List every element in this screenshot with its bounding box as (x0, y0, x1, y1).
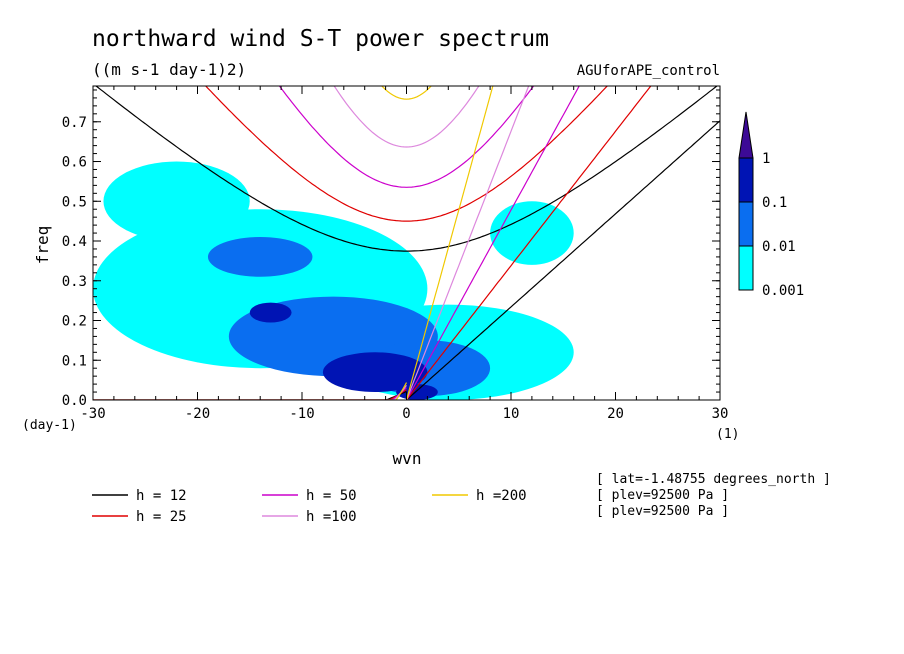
y-tick-label: 0.7 (62, 115, 87, 131)
chart-canvas: northward wind S-T power spectrum ((m s-… (0, 0, 904, 654)
power-region-1 (103, 162, 249, 241)
colorbar-segment (739, 202, 753, 246)
chart-title: northward wind S-T power spectrum (92, 26, 549, 52)
x-tick-label: 10 (503, 406, 520, 422)
y-tick-label: 0.5 (62, 194, 87, 210)
x-tick-label: 0 (402, 406, 410, 422)
x-tick-label: 20 (607, 406, 624, 422)
y-tick-label: 0.1 (62, 353, 87, 369)
x-tick-label: -20 (185, 406, 210, 422)
legend: h = 12 h = 25 h = 50 h =100 h =200 (92, 488, 527, 525)
legend-label: h =200 (476, 488, 527, 504)
annotation-plev: [ plev=92500 Pa ] (596, 488, 729, 503)
colorbar-label: 1 (762, 151, 770, 167)
colorbar-label: 0.01 (762, 239, 796, 255)
colorbar-label: 0.1 (762, 195, 787, 211)
legend-label: h = 12 (136, 488, 187, 504)
colorbar-segment (739, 158, 753, 202)
colorbar-label: 0.001 (762, 283, 804, 299)
x-tick-label: -10 (289, 406, 314, 422)
y-tick-label: 0.3 (62, 274, 87, 290)
y-tick-label: 0.0 (62, 393, 87, 409)
colorbar-segment (739, 246, 753, 290)
power-region-3 (490, 201, 574, 265)
y-tick-label: 0.2 (62, 314, 87, 330)
power-region-8 (250, 303, 292, 323)
x-axis-label: wvn (393, 449, 422, 468)
dataset-label: AGUforAPE_control (577, 63, 720, 79)
y-tick-label: 0.6 (62, 155, 87, 171)
colorbar-extend-triangle (739, 112, 753, 158)
chart-units: ((m s-1 day-1)2) (92, 60, 246, 79)
y-unit-label: (day-1) (22, 418, 77, 433)
legend-label: h =100 (306, 509, 357, 525)
power-region-5 (208, 237, 313, 277)
annotation-plev-repeat: [ plev=92500 Pa ] (596, 504, 729, 519)
annotation-lat: [ lat=-1.48755 degrees_north ] (596, 472, 831, 487)
colorbar: 1 0.1 0.01 0.001 (739, 112, 804, 299)
x-tick-label: 30 (712, 406, 729, 422)
x-unit-label: (1) (716, 427, 739, 442)
y-tick-label: 0.4 (62, 234, 87, 250)
legend-label: h = 50 (306, 488, 357, 504)
y-axis-label: freq (33, 226, 52, 265)
legend-label: h = 25 (136, 509, 187, 525)
